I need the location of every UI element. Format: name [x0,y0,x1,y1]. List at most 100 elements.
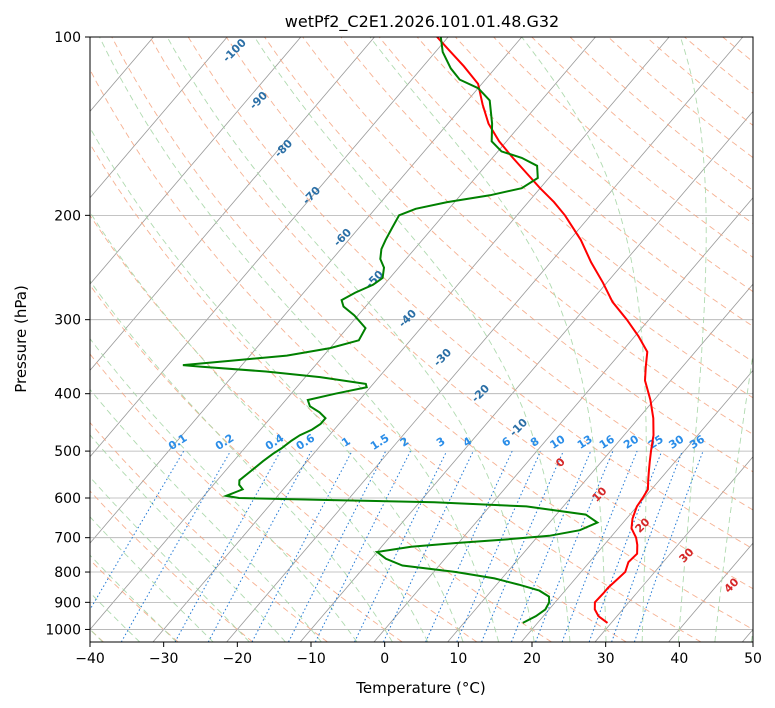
isotherm-line [520,369,753,642]
moist-adiabat-line [90,516,214,642]
mixing-ratio-line [510,450,592,642]
mixing-ratio-line [481,450,564,642]
moist-adiabat-line [166,37,535,642]
isotherm-line [90,37,228,199]
dry-adiabat-lines [90,37,753,642]
moist-adiabat-line [521,37,647,642]
dry-adiabat-line [187,37,753,550]
mixing-ratio-label: 0.4 [263,431,287,453]
mixing-ratio-line [120,450,231,642]
y-tick-label: 200 [54,208,81,224]
isotherm-line [373,197,753,642]
dewpoint-profile-line [182,37,600,624]
adiabat-label: 40 [722,575,742,595]
mixing-ratio-line [456,450,542,642]
y-axis-label: Pressure (hPa) [12,285,30,393]
dry-adiabat-line [90,68,702,642]
moist-adiabat-line [99,37,500,642]
moist-adiabat-lines [90,37,753,642]
x-axis-ticks: −40 −30 −20 −10 0 10 20 30 40 50 [75,642,762,667]
profile-series [182,37,655,624]
moist-adiabat-line [369,37,607,642]
x-axis-label: Temperature (°C) [355,679,485,697]
y-tick-label: 800 [54,565,81,581]
x-tick-label: 0 [380,651,389,667]
mixing-ratio-label: 0.6 [294,431,318,453]
mixing-ratio-line [611,450,683,642]
mixing-ratio-line [633,450,704,642]
mixing-ratio-label: 36 [687,432,707,451]
dry-adiabat-line [90,353,403,642]
adiabat-label: 10 [590,484,610,504]
mixing-ratio-label: 6 [500,434,514,449]
adiabat-label: -10 [507,416,530,439]
mixing-ratio-line [174,450,281,642]
moist-adiabat-line [254,37,571,642]
adiabat-label: -40 [396,307,419,330]
mixing-ratio-label: 1 [339,435,353,450]
isotherm-line [447,283,753,642]
mixing-ratio-label: 16 [597,432,617,451]
dry-adiabat-line [90,559,179,642]
dry-adiabat-line [378,37,753,363]
isotherm-line [226,37,744,642]
mixing-ratio-line [314,450,411,642]
dry-adiabat-line [531,37,753,225]
temperature-profile-line [436,37,655,624]
x-tick-label: −10 [296,651,326,667]
isotherm-line [90,37,449,458]
mixing-ratio-line [383,450,474,642]
isotherm-line [0,37,6,642]
mixing-ratio-line [561,450,638,642]
adiabat-label: -20 [469,382,492,405]
isotherm-line [594,456,753,642]
isotherm-line [90,37,375,372]
moist-adiabat-line [714,351,753,642]
y-axis-ticks: 100 200 300 400 500 600 700 800 900 1000 [45,30,90,638]
dry-adiabat-line [90,421,328,642]
moist-adiabat-line [750,625,753,642]
dry-adiabat-line [90,214,552,642]
moist-adiabat-line [90,434,286,642]
isotherm-line [90,37,302,285]
y-tick-label: 500 [54,444,81,460]
moist-adiabat-line [90,126,464,642]
y-tick-label: 600 [54,491,81,507]
dry-adiabat-line [90,490,254,642]
dry-adiabat-line [340,37,753,399]
mixing-ratio-line [354,450,448,642]
moist-adiabat-line [90,211,429,642]
dry-adiabat-line [416,37,753,327]
y-tick-label: 700 [54,531,81,547]
moist-adiabat-line [677,37,707,642]
y-tick-label: 900 [54,595,81,611]
adiabat-label: -90 [247,89,270,112]
mixing-ratio-label: 30 [666,432,686,451]
mixing-ratio-lines [90,450,704,642]
isotherm-line [90,37,523,544]
adiabat-label: -80 [272,137,295,160]
y-tick-label: 100 [54,30,81,46]
dry-adiabat-line [302,37,753,435]
isotherm-line [152,37,670,642]
isobar-lines [90,37,753,630]
adiabat-label: -30 [431,346,454,369]
mixing-ratio-line [207,450,312,642]
dry-adiabat-line [111,37,753,630]
mixing-ratio-line [288,450,387,642]
x-tick-label: 50 [744,651,762,667]
x-tick-label: 40 [670,651,688,667]
dry-adiabat-line [90,143,627,642]
dry-adiabat-line [684,37,753,94]
adiabat-label: 30 [677,545,697,565]
mixing-ratio-label: 3 [434,435,448,450]
isopleth-labels: 0.1 0.2 0.4 0.6 1 1.5 2 3 4 6 8 10 13 16 20 25 30 36-100-… [166,37,742,596]
x-tick-label: −40 [75,651,105,667]
dry-adiabat-line [264,37,753,473]
mixing-ratio-label: 1.5 [368,431,391,453]
mixing-ratio-line [90,450,185,611]
x-tick-label: 20 [523,651,541,667]
dry-adiabat-line [90,284,478,642]
x-tick-label: −20 [223,651,253,667]
isotherm-line [299,110,753,642]
